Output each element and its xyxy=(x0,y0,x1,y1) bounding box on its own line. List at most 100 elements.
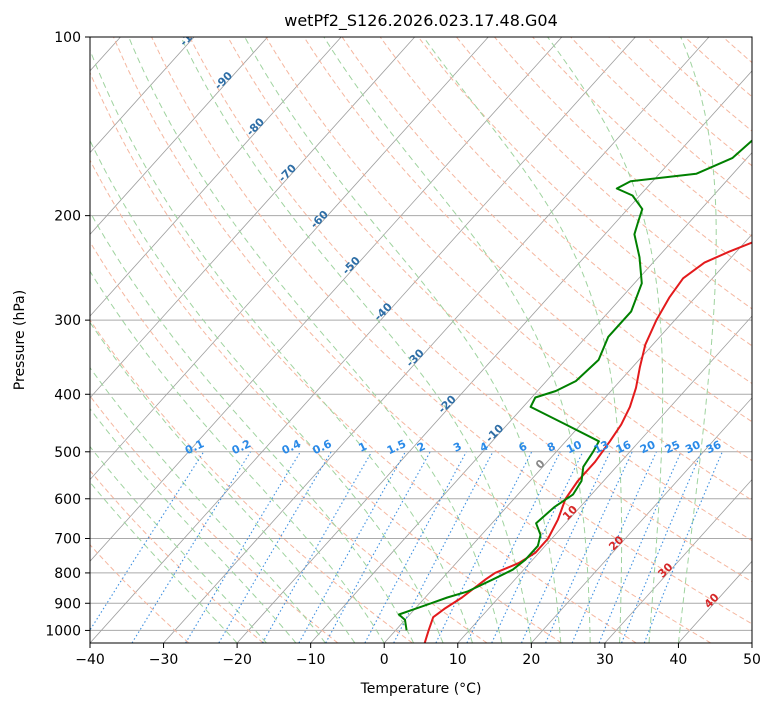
mixing-ratio-label: 0.2 xyxy=(230,437,253,457)
moist-adiabat-line xyxy=(90,445,267,643)
isotherm-line xyxy=(457,315,752,643)
dry-adiabat-line xyxy=(303,37,752,462)
y-tick-label: 400 xyxy=(54,387,81,403)
moist-adiabat-line xyxy=(323,37,591,643)
y-axis: 100 200 300 400 500 600 700 800 900 1000 xyxy=(45,30,90,639)
dry-adiabat-label: -10 xyxy=(483,421,506,444)
mixing-ratio-line xyxy=(325,451,431,643)
dry-adiabat-line xyxy=(646,37,752,132)
mixing-ratio-label: 36 xyxy=(704,438,724,456)
dry-adiabat-label: 40 xyxy=(702,591,722,611)
moist-adiabat-line xyxy=(90,481,238,643)
mixing-ratio-line xyxy=(491,451,584,643)
isotherm-line xyxy=(90,37,416,399)
dry-adiabat-line xyxy=(151,37,752,625)
mixing-ratio-label: 6 xyxy=(517,440,530,455)
mixing-ratio-label: 30 xyxy=(683,438,703,456)
dry-adiabat-label: 20 xyxy=(606,533,626,553)
temperature-line xyxy=(423,241,752,643)
isotherm-line xyxy=(163,37,710,643)
mixing-ratio-line xyxy=(598,451,682,643)
moist-adiabat-line xyxy=(90,270,385,643)
dry-adiabat-line xyxy=(227,37,752,542)
dry-adiabat-line xyxy=(417,37,752,347)
x-tick-label: 0 xyxy=(380,652,389,668)
moist-adiabat-line xyxy=(90,210,415,643)
mixing-ratio-label: 0.4 xyxy=(280,437,303,457)
plot-frame xyxy=(89,36,753,644)
dry-adiabat-line xyxy=(90,319,413,643)
dry-adiabat-line xyxy=(90,241,488,643)
x-tick-label: 30 xyxy=(596,652,614,668)
isotherm-line xyxy=(90,37,195,154)
moist-adiabat-line xyxy=(423,37,623,643)
isotherm-line xyxy=(236,70,752,643)
dry-adiabat-line xyxy=(90,71,637,643)
dry-adiabat-label: 30 xyxy=(655,560,675,580)
dry-adiabat-line xyxy=(379,37,752,385)
y-tick-label: 1000 xyxy=(45,623,81,639)
mixing-ratio-line xyxy=(90,451,205,632)
x-tick-label: −20 xyxy=(222,652,252,668)
dry-adiabat-line xyxy=(265,37,752,501)
dry-adiabat-line xyxy=(189,37,752,583)
dry-adiabat-label: -60 xyxy=(308,208,331,231)
mixing-ratio-label: 10 xyxy=(564,438,584,456)
mixing-ratio-label: 2 xyxy=(415,440,427,455)
x-tick-label: 10 xyxy=(449,652,467,668)
dry-adiabat-line xyxy=(341,37,752,423)
isotherm-line xyxy=(90,37,342,317)
dry-adiabat-line xyxy=(90,159,562,643)
plot-area: 0.1 0.2 0.4 0.6 1 1.5 2 3 4 6 8 10 13 16 20 25 30 36-100-… xyxy=(90,20,752,643)
mixing-ratio-line xyxy=(262,451,373,643)
isotherm-line xyxy=(751,642,752,643)
mixing-ratio-line xyxy=(298,451,406,643)
dry-adiabat-line xyxy=(90,544,190,643)
mixing-ratio-line xyxy=(131,451,251,643)
moist-adiabat-line xyxy=(128,37,503,643)
dry-adiabat-label: -70 xyxy=(276,161,299,184)
moist-adiabat-line xyxy=(90,366,326,643)
dry-adiabat-line xyxy=(532,37,752,238)
y-tick-label: 700 xyxy=(54,532,81,548)
y-tick-label: 500 xyxy=(54,445,81,461)
isotherm-line xyxy=(531,397,752,643)
dry-adiabat-label: -100 xyxy=(177,20,206,49)
mixing-ratio-line xyxy=(571,451,657,643)
x-axis: −40 −30 −20 −10 0 10 20 30 40 50 xyxy=(75,643,761,668)
mixing-ratio-line xyxy=(520,451,611,643)
mixing-ratio-line xyxy=(218,451,332,643)
y-tick-label: 300 xyxy=(54,313,81,329)
mixing-ratio-line xyxy=(364,451,467,643)
moist-adiabat-line xyxy=(90,321,356,643)
moist-adiabat-line xyxy=(90,48,473,643)
y-tick-label: 200 xyxy=(54,209,81,225)
x-tick-label: −30 xyxy=(149,652,179,668)
x-tick-label: −10 xyxy=(296,652,326,668)
background-lines xyxy=(90,37,752,643)
mixing-ratio-label: 3 xyxy=(451,440,463,455)
moist-adiabat-line xyxy=(90,407,297,643)
dry-adiabat-line xyxy=(113,37,712,643)
isotherm-line xyxy=(90,37,489,481)
mixing-ratio-label: 25 xyxy=(663,438,682,456)
x-tick-label: 50 xyxy=(743,652,761,668)
dry-adiabat-label: -90 xyxy=(212,69,235,92)
isotherm-line xyxy=(90,37,268,235)
x-tick-label: 20 xyxy=(522,652,540,668)
moist-adiabat-line xyxy=(547,37,664,643)
mixing-ratio-line xyxy=(545,451,633,643)
isotherm-line xyxy=(604,478,752,643)
y-tick-label: 100 xyxy=(54,30,81,46)
y-tick-label: 900 xyxy=(54,596,81,612)
mixing-ratio-line xyxy=(466,451,561,643)
moist-adiabat-line xyxy=(90,139,444,643)
dry-adiabat-line xyxy=(90,469,264,643)
x-tick-label: −40 xyxy=(75,652,105,668)
dry-adiabat-line xyxy=(90,395,339,643)
mixing-ratio-label: 20 xyxy=(638,438,658,456)
mixing-ratio-line xyxy=(621,451,703,643)
dry-adiabat-line xyxy=(570,37,752,202)
isotherm-line xyxy=(678,560,752,643)
